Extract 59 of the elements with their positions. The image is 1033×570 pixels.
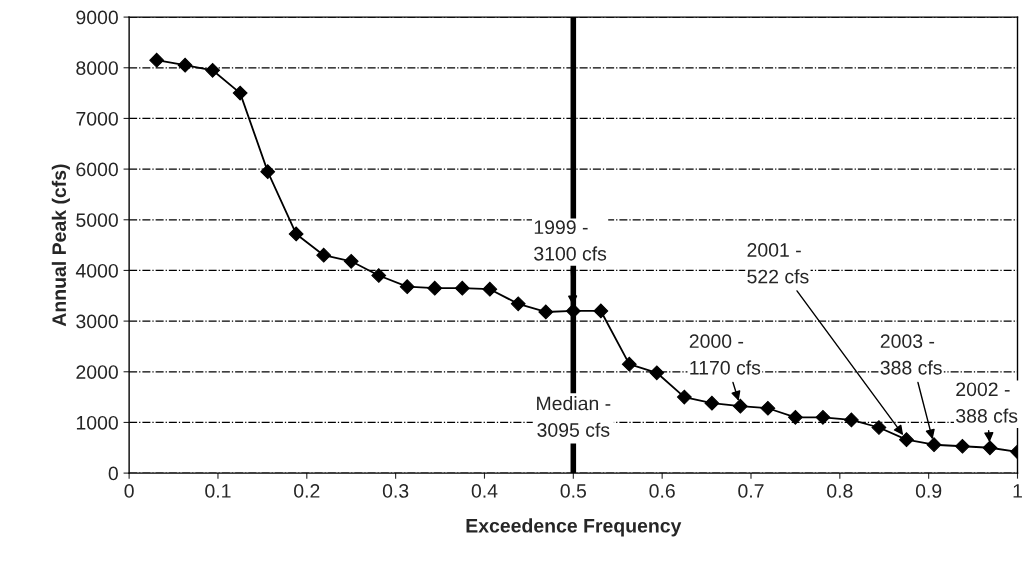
point — [760, 400, 776, 416]
point — [621, 356, 637, 372]
x-tick-label: 0.2 — [294, 484, 320, 498]
point — [676, 389, 692, 405]
point — [899, 432, 914, 448]
annotation: 2003 - 388 cfs — [880, 334, 942, 375]
point — [649, 365, 665, 381]
point — [871, 420, 887, 435]
point — [399, 279, 415, 295]
y-tick-label: 8000 — [76, 61, 118, 75]
x-tick-label: 0.7 — [738, 484, 764, 498]
y-tick-label: 2000 — [76, 365, 118, 379]
x-tick-label: 0.6 — [649, 484, 675, 498]
y-axis-title: Annual Peak (cfs) — [51, 164, 70, 327]
y-tick-label: 1000 — [76, 415, 118, 430]
point — [815, 409, 831, 425]
point — [843, 412, 859, 428]
x-tick-label: 0.8 — [827, 484, 853, 498]
x-tick-label: 0.9 — [915, 484, 942, 498]
point — [316, 247, 332, 263]
point — [260, 164, 276, 180]
annotation: 2000 - 1170 cfs — [689, 334, 761, 375]
point — [926, 437, 942, 453]
y-tick-label: 0 — [108, 466, 118, 481]
x-tick-label: 0.1 — [205, 484, 231, 498]
point — [371, 268, 387, 283]
point — [427, 280, 443, 296]
point — [454, 280, 470, 296]
annotation: 1999 - 3100 cfs — [534, 220, 607, 261]
point — [704, 395, 720, 411]
point — [177, 57, 193, 73]
point — [510, 296, 526, 312]
point — [593, 303, 609, 319]
x-tick-label: 0 — [124, 484, 134, 498]
point — [732, 398, 748, 414]
x-axis-title: Exceedence Frequency — [466, 518, 682, 537]
point — [482, 281, 498, 297]
y-tick-label: 7000 — [76, 111, 118, 126]
point — [982, 440, 998, 456]
point — [538, 304, 554, 320]
point — [343, 253, 359, 269]
point — [205, 62, 221, 78]
annotation: 2002 - 388 cfs — [956, 382, 1018, 423]
point — [232, 85, 248, 101]
point — [788, 409, 803, 425]
annotation: 2001 - 522 cfs — [747, 243, 809, 284]
ref-line-label: Median - 3095 cfs — [537, 396, 611, 437]
y-tick-label: 3000 — [76, 314, 118, 329]
y-tick-label: 9000 — [76, 10, 118, 25]
y-tick-label: 5000 — [76, 213, 118, 227]
x-tick-label: 0.3 — [382, 484, 409, 498]
x-tick-label: 0.5 — [560, 484, 587, 498]
y-tick-label: 6000 — [76, 162, 118, 177]
point — [149, 52, 165, 68]
x-tick-label: 1 — [1013, 484, 1022, 498]
x-tick-label: 0.4 — [471, 484, 498, 498]
point — [288, 226, 304, 242]
y-tick-label: 4000 — [75, 263, 118, 278]
point — [955, 438, 970, 454]
